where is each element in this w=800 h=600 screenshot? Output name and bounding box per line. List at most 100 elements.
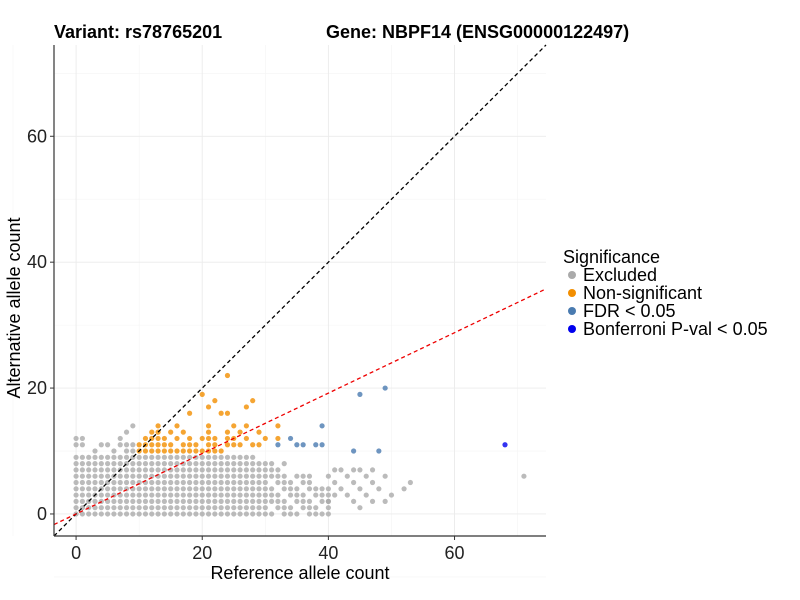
point-excluded: [281, 473, 287, 479]
point-excluded: [231, 498, 237, 504]
point-excluded: [287, 505, 294, 511]
point-excluded: [73, 473, 79, 479]
point-non-significant: [205, 435, 212, 442]
point-excluded: [224, 498, 231, 504]
point-fdr-0-05: [294, 442, 300, 448]
point-excluded: [142, 454, 149, 460]
point-excluded: [187, 492, 193, 498]
point-excluded: [149, 454, 155, 460]
point-excluded: [256, 473, 262, 479]
point-fdr-0-05: [319, 442, 325, 448]
point-excluded: [161, 454, 167, 460]
point-non-significant: [180, 429, 186, 435]
point-excluded: [281, 479, 287, 486]
point-excluded: [224, 461, 231, 467]
point-non-significant: [155, 448, 161, 454]
point-excluded: [262, 511, 268, 517]
point-non-significant: [193, 448, 199, 454]
point-excluded: [180, 454, 186, 460]
data-points: [73, 372, 527, 517]
point-excluded: [231, 511, 237, 517]
point-excluded: [105, 492, 111, 498]
point-non-significant: [224, 410, 231, 416]
point-non-significant: [256, 429, 262, 435]
point-non-significant: [205, 423, 212, 429]
point-excluded: [319, 511, 325, 517]
point-non-significant: [174, 423, 180, 429]
point-excluded: [382, 473, 388, 479]
point-excluded: [275, 479, 281, 486]
point-excluded: [123, 454, 130, 460]
point-excluded: [231, 479, 237, 486]
point-excluded: [92, 448, 98, 454]
point-excluded: [168, 461, 174, 467]
point-excluded: [344, 473, 350, 479]
point-excluded: [142, 486, 149, 492]
point-non-significant: [243, 423, 249, 429]
point-excluded: [168, 492, 174, 498]
point-excluded: [275, 498, 281, 504]
point-non-significant: [224, 372, 231, 379]
point-excluded: [92, 454, 98, 460]
point-excluded: [86, 479, 92, 486]
point-excluded: [300, 492, 306, 498]
point-excluded: [243, 511, 249, 517]
point-excluded: [205, 492, 212, 498]
point-excluded: [136, 505, 142, 511]
point-non-significant: [187, 435, 193, 442]
point-excluded: [243, 492, 249, 498]
point-excluded: [123, 492, 130, 498]
point-excluded: [187, 473, 193, 479]
point-excluded: [79, 473, 85, 479]
point-excluded: [205, 461, 212, 467]
point-excluded: [155, 505, 161, 511]
point-excluded: [401, 486, 407, 492]
point-excluded: [161, 467, 167, 473]
point-excluded: [300, 479, 306, 486]
point-excluded: [149, 467, 155, 473]
point-excluded: [224, 505, 231, 511]
point-excluded: [117, 486, 123, 492]
point-excluded: [262, 505, 268, 511]
point-excluded: [193, 479, 199, 486]
point-excluded: [149, 511, 155, 517]
point-excluded: [161, 479, 167, 486]
point-excluded: [130, 423, 136, 429]
point-non-significant: [224, 442, 231, 448]
legend-label: Excluded: [583, 265, 657, 285]
point-excluded: [123, 498, 130, 504]
point-excluded: [256, 486, 262, 492]
point-excluded: [243, 467, 249, 473]
point-excluded: [123, 448, 130, 454]
y-tick-label: 20: [27, 378, 47, 398]
point-excluded: [117, 498, 123, 504]
point-excluded: [338, 486, 344, 492]
point-excluded: [205, 479, 212, 486]
point-non-significant: [275, 435, 281, 442]
point-excluded: [161, 492, 167, 498]
point-excluded: [142, 505, 149, 511]
point-excluded: [105, 505, 111, 511]
point-excluded: [256, 498, 262, 504]
point-excluded: [256, 467, 262, 473]
point-excluded: [199, 461, 205, 467]
x-axis-title: Reference allele count: [210, 563, 389, 583]
point-excluded: [332, 492, 338, 498]
point-excluded: [187, 454, 193, 460]
point-excluded: [199, 473, 205, 479]
point-excluded: [130, 442, 136, 448]
point-excluded: [332, 467, 338, 473]
point-excluded: [224, 479, 231, 486]
point-excluded: [136, 498, 142, 504]
point-non-significant: [212, 435, 218, 442]
point-excluded: [86, 492, 92, 498]
point-excluded: [98, 442, 104, 448]
point-excluded: [212, 467, 218, 473]
x-tick-label: 60: [445, 543, 465, 563]
point-excluded: [199, 454, 205, 460]
legend-key: [568, 307, 576, 315]
point-excluded: [92, 498, 98, 504]
point-excluded: [521, 473, 527, 479]
point-excluded: [79, 435, 85, 442]
point-excluded: [111, 461, 117, 467]
